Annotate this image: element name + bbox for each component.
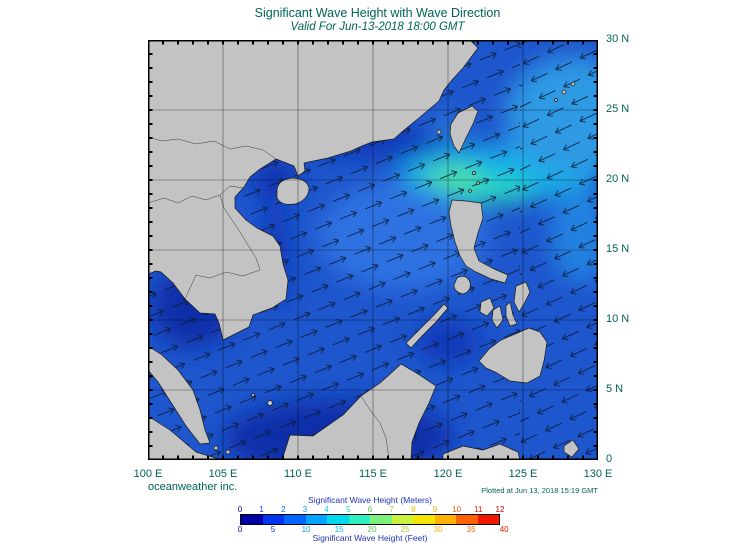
meters-tick: 2 xyxy=(281,505,286,514)
land-malay-peninsula xyxy=(148,345,211,445)
lon-label-130e: 130 E xyxy=(583,468,613,480)
lat-label-10n: 10 N xyxy=(606,313,630,325)
lon-label-125e: 125 E xyxy=(508,468,538,480)
colorbar-segment xyxy=(413,515,435,524)
land-small-island xyxy=(554,98,558,102)
meters-tick: 3 xyxy=(302,505,308,514)
land-asia-mainland xyxy=(148,40,479,341)
colorbar-segment xyxy=(327,515,349,524)
feet-tick: 35 xyxy=(466,525,476,534)
land-small-island xyxy=(570,81,576,87)
lat-label-0: 0 xyxy=(606,453,613,465)
land-taiwan xyxy=(449,105,479,154)
meters-tick: 5 xyxy=(346,505,351,514)
feet-tick: 5 xyxy=(270,525,276,534)
landmasses xyxy=(148,40,580,460)
lon-label-110e: 110 E xyxy=(284,468,312,480)
land-luzon xyxy=(448,199,509,284)
lon-label-115e: 115 E xyxy=(359,468,387,480)
colorbar-segment xyxy=(305,515,327,524)
land-small-island xyxy=(561,89,567,95)
meters-tick: 1 xyxy=(259,505,264,514)
lon-label-105e: 105 E xyxy=(208,468,238,480)
lat-label-15n: 15 N xyxy=(606,243,630,255)
lat-label-25n: 25 N xyxy=(606,103,630,115)
feet-tick: 10 xyxy=(301,525,311,534)
meters-tick: 11 xyxy=(474,505,483,514)
lon-label-120e: 120 E xyxy=(433,468,463,480)
feet-tick: 20 xyxy=(367,525,377,534)
land-halmahera xyxy=(563,439,580,458)
land-borneo xyxy=(281,363,437,460)
lon-label-100e: 100 E xyxy=(133,468,163,480)
publisher-credit: oceanweather inc. xyxy=(148,481,238,493)
feet-tick: 25 xyxy=(400,525,410,534)
colorbar-segment xyxy=(434,515,456,524)
legend-feet-ticks: 0 5 10 15 20 25 30 35 40 xyxy=(237,525,509,534)
land-visayas xyxy=(491,305,504,329)
colorbar-segment xyxy=(262,515,284,524)
land-samar-leyte xyxy=(513,281,531,313)
colorbar-segment xyxy=(391,515,413,524)
country-borders xyxy=(148,136,390,460)
land-visayas xyxy=(479,297,495,317)
legend-feet-title: Significant Wave Height (Feet) xyxy=(312,533,428,543)
page-title: Significant Wave Height with Wave Direct… xyxy=(254,6,501,20)
lat-label-20n: 20 N xyxy=(606,173,630,185)
meters-tick: 4 xyxy=(324,505,329,514)
land-hainan xyxy=(276,177,310,205)
colorbar-legend: Significant Wave Height (Meters) 0 1 2 3… xyxy=(237,495,509,543)
colorbar-segment xyxy=(370,515,392,524)
meters-tick: 0 xyxy=(237,505,243,514)
map-plot xyxy=(148,40,598,460)
land-small-island xyxy=(267,400,273,406)
land-mindanao xyxy=(478,327,548,384)
colorbar-segment xyxy=(477,515,499,524)
land-small-island xyxy=(251,393,255,397)
grid-lines xyxy=(148,40,598,460)
meters-tick: 12 xyxy=(495,505,505,514)
land-small-island xyxy=(468,189,472,193)
valid-time-subtitle: Valid For Jun-13-2018 18:00 GMT xyxy=(290,21,465,33)
meters-tick: 10 xyxy=(452,505,462,514)
feet-tick: 30 xyxy=(433,525,443,534)
map-canvas xyxy=(148,40,598,460)
meters-tick: 9 xyxy=(432,505,438,514)
meters-tick: 6 xyxy=(367,505,373,514)
plotted-timestamp: Plotted at Jun 13, 2018 15:19 GMT xyxy=(481,486,598,495)
feet-tick: 0 xyxy=(237,525,243,534)
legend-meters-ticks: 0 1 2 3 4 5 6 7 8 9 10 11 12 xyxy=(237,505,505,514)
colorbar-segment xyxy=(284,515,306,524)
colorbar-segment xyxy=(456,515,478,524)
meters-tick: 7 xyxy=(389,505,394,514)
land-small-island xyxy=(436,129,442,135)
colorbar xyxy=(240,514,500,525)
colorbar-segment xyxy=(348,515,370,524)
meters-tick: 8 xyxy=(411,505,416,514)
lat-label-5n: 5 N xyxy=(606,383,624,395)
land-small-island xyxy=(476,181,480,185)
land-mindoro xyxy=(453,275,471,295)
land-small-island xyxy=(472,171,476,175)
degree-ticks xyxy=(148,40,598,460)
feet-tick: 40 xyxy=(499,525,509,534)
lat-label-30n: 30 N xyxy=(606,33,630,45)
feet-tick: 15 xyxy=(334,525,344,534)
legend-meters-title: Significant Wave Height (Meters) xyxy=(308,495,432,505)
colorbar-segment xyxy=(241,515,263,524)
land-small-island xyxy=(225,449,231,455)
map-frame xyxy=(148,40,598,460)
land-small-island xyxy=(213,445,219,451)
